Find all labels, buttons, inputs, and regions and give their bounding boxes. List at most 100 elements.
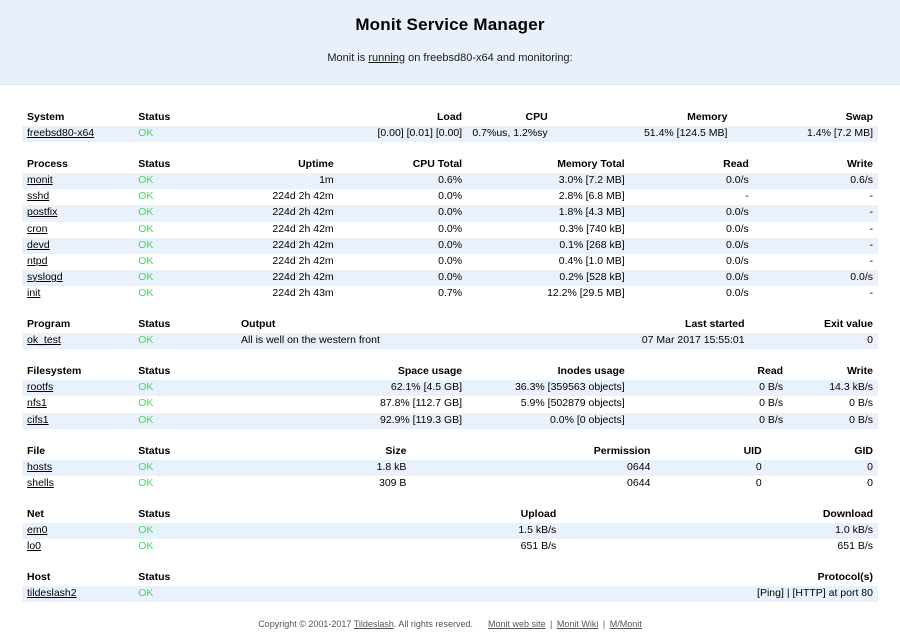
net-cell-upload: 651 B/s <box>520 540 557 552</box>
filesystem-link-nfs1[interactable]: nfs1 <box>27 397 47 410</box>
process-cell-memory-total: 1.8% [4.3 MB] <box>558 206 625 219</box>
status-badge: OK <box>138 254 154 267</box>
status-badge: OK <box>138 287 154 299</box>
process-cell-memory-total: 0.1% [268 kB] <box>559 238 625 251</box>
filesystem-link-rootfs[interactable]: rootfs <box>27 381 54 394</box>
program-column-header-last-started: Last started <box>685 318 745 331</box>
file-cell-size: 309 B <box>378 476 407 489</box>
process-cell-memory-total: 0.2% [528 kB] <box>559 270 625 283</box>
process-status-cell: OK <box>133 270 244 286</box>
process-cell-write: - <box>869 190 874 203</box>
process-status-cell: OK <box>133 205 244 221</box>
status-badge: OK <box>138 397 154 410</box>
filesystem-cell-inodes-usage: 36.3% [359563 objects] <box>514 381 625 394</box>
process-cell-uptime: 1m <box>319 174 334 187</box>
process-link-devd[interactable]: devd <box>27 238 50 251</box>
monit-website-link[interactable]: Monit web site <box>487 619 546 630</box>
filesystem-status-cell: OK <box>133 413 244 429</box>
process-column-header-write: Write <box>846 158 873 171</box>
file-cell-gid: 0 <box>867 460 873 473</box>
file-cell-gid: 0 <box>867 476 873 489</box>
net-link-em0[interactable]: em0 <box>27 523 48 536</box>
running-status-link[interactable]: running <box>368 52 406 64</box>
process-cell-write: - <box>869 222 874 235</box>
tildeslash-link[interactable]: Tildeslash <box>353 619 394 630</box>
process-link-ntpd[interactable]: ntpd <box>27 254 48 267</box>
status-badge: OK <box>138 381 154 394</box>
net-cell-upload: 1.5 kB/s <box>518 523 557 536</box>
process-link-init[interactable]: init <box>27 287 41 299</box>
system-name-cell: freebsd80-x64 <box>22 126 133 142</box>
process-cell-write: 0.0/s <box>850 270 873 283</box>
program-status-cell: OK <box>133 333 236 349</box>
process-cell-write: - <box>869 287 874 299</box>
monit-wiki-link[interactable]: Monit Wiki <box>556 619 599 630</box>
system-link-freebsd80-x64[interactable]: freebsd80-x64 <box>27 127 95 139</box>
system-row-freebsd80-x64: freebsd80-x64 OK [0.00] [0.01] [0.00] 0.7%u… <box>22 126 878 143</box>
filesystem-cell-inodes-usage: 5.9% [502879 objects] <box>520 397 625 410</box>
process-column-header-cpu-total: CPU Total <box>412 158 463 171</box>
mmonit-link[interactable]: M/Monit <box>609 619 642 630</box>
net-column-header-download: Download <box>822 507 873 520</box>
net-column-header-upload: Upload <box>520 507 557 520</box>
host-link-tildeslash2[interactable]: tildeslash2 <box>27 587 77 600</box>
process-cell-read: 0.0/s <box>726 206 749 219</box>
process-header-row: Process Status Uptime CPU Total Memory Total… <box>22 156 878 173</box>
process-link-syslogd[interactable]: syslogd <box>27 270 63 283</box>
process-cell-cpu-total: 0.0% <box>438 222 463 235</box>
footer-separator: | <box>550 619 553 630</box>
filesystem-column-header-status: Status <box>138 365 171 378</box>
filesystem-status-cell: OK <box>133 396 244 412</box>
system-header-row: System Status Load CPU Memory Swap <box>22 109 878 126</box>
process-cell-read: 0.0/s <box>726 254 749 267</box>
system-cell-load: [0.00] [0.01] [0.00] <box>377 127 463 139</box>
net-link-lo0[interactable]: lo0 <box>27 540 42 552</box>
program-link-ok-test[interactable]: ok_test <box>27 334 61 347</box>
filesystem-header-row: Filesystem Status Space usage Inodes usage R… <box>22 363 878 380</box>
system-cell-swap: 1.4% [7.2 MB] <box>807 127 873 139</box>
file-link-hosts[interactable]: hosts <box>27 460 53 473</box>
process-row-postfix: postfix OK 224d 2h 42m 0.0% 1.8% [4.3 MB] 0.0… <box>22 205 878 222</box>
system-column-header-cpu: CPU <box>525 111 548 123</box>
process-link-cron[interactable]: cron <box>27 222 48 235</box>
program-cell-last-started: 07 Mar 2017 15:55:01 <box>641 334 745 347</box>
file-link-shells[interactable]: shells <box>27 476 54 489</box>
process-cell-read: - <box>745 190 749 203</box>
process-cell-write: - <box>869 238 874 251</box>
filesystem-name-cell: cifs1 <box>22 413 133 429</box>
system-cell-cpu: 0.7%us, 1.2%sy <box>472 127 548 139</box>
process-cell-uptime: 224d 2h 42m <box>272 206 334 219</box>
filesystem-cell-space-usage: 87.8% [112.7 GB] <box>379 397 463 410</box>
process-status-cell: OK <box>133 173 244 189</box>
process-name-cell: sshd <box>22 189 133 205</box>
copyright-text: Copyright © 2001-2017 <box>258 619 352 630</box>
host-cell-protocol-s: [Ping] | [HTTP] at port 80 <box>757 587 873 600</box>
host-name-cell: tildeslash2 <box>22 586 133 602</box>
process-link-monit[interactable]: monit <box>27 174 53 187</box>
filesystem-link-cifs1[interactable]: cifs1 <box>27 413 49 426</box>
filesystem-row-nfs1: nfs1 OK 87.8% [112.7 GB] 5.9% [502879 objec… <box>22 396 878 412</box>
status-badge: OK <box>138 127 154 139</box>
process-link-postfix[interactable]: postfix <box>27 206 58 219</box>
file-column-header-file: File <box>27 444 46 457</box>
file-cell-size: 1.8 kB <box>376 460 407 473</box>
process-column-header-read: Read <box>723 158 749 171</box>
file-row-shells: shells OK 309 B 0644 0 0 <box>22 476 878 492</box>
program-column-header-status: Status <box>138 318 171 331</box>
net-column-header-status: Status <box>138 507 171 520</box>
process-cell-memory-total: 12.2% [29.5 MB] <box>547 287 625 299</box>
process-link-sshd[interactable]: sshd <box>27 190 50 203</box>
filesystem-column-header-read: Read <box>757 365 784 378</box>
file-status-cell: OK <box>133 476 244 492</box>
process-cell-memory-total: 2.8% [6.8 MB] <box>558 190 625 203</box>
process-cell-uptime: 224d 2h 43m <box>272 287 334 299</box>
filesystem-cell-inodes-usage: 0.0% [0 objects] <box>550 413 625 426</box>
host-column-header-host: Host <box>27 571 51 584</box>
file-column-header-status: Status <box>138 444 171 457</box>
process-row-devd: devd OK 224d 2h 42m 0.0% 0.1% [268 kB] 0.0/s - <box>22 237 878 254</box>
file-cell-uid: 0 <box>755 476 762 489</box>
program-table: Program Status Output Last started Exit valu… <box>22 316 878 350</box>
process-cell-memory-total: 3.0% [7.2 MB] <box>558 174 625 187</box>
process-column-header-status: Status <box>138 158 171 171</box>
status-badge: OK <box>138 540 154 552</box>
